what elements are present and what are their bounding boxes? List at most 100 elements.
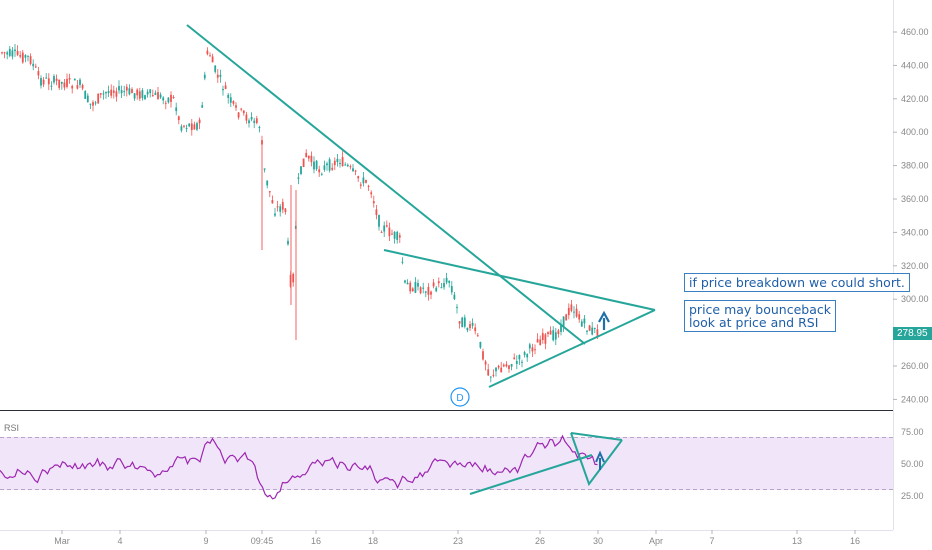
candle (476, 332, 479, 337)
candle (201, 101, 204, 108)
candle (456, 304, 458, 314)
candle (136, 88, 139, 100)
descending-trendline[interactable] (186, 24, 586, 345)
candle (271, 195, 274, 204)
candle (258, 125, 261, 133)
candle (453, 291, 456, 301)
rsi-pane[interactable] (0, 432, 893, 500)
candle (105, 91, 107, 99)
event-marker[interactable]: D (450, 387, 470, 407)
candle (554, 327, 557, 345)
candle (112, 85, 115, 99)
triangle-lower-line[interactable] (488, 309, 656, 388)
candle (250, 112, 253, 122)
candle (575, 304, 578, 318)
price-tick-label: 420.00 (901, 94, 929, 104)
candle (219, 69, 222, 83)
candle (141, 88, 144, 101)
rsi-line[interactable] (0, 434, 598, 500)
rsi-axis[interactable]: 75.00 50.00 25.00 (901, 427, 924, 501)
candle (14, 43, 16, 57)
candle (222, 85, 224, 96)
candle (60, 81, 63, 90)
candle (237, 111, 240, 120)
candle (193, 121, 196, 130)
rsi-wedge-top[interactable] (570, 432, 623, 441)
candle (349, 164, 352, 170)
candle (326, 161, 328, 171)
candle (359, 182, 362, 189)
candle (99, 92, 102, 99)
candle (302, 158, 305, 168)
candle (393, 231, 396, 244)
rsi-tick-label: 50.00 (901, 459, 924, 469)
candle (547, 331, 549, 338)
price-axis[interactable]: 460.00 440.00 420.00 400.00 380.00 360.00 340.… (893, 27, 929, 404)
annotation-breakdown[interactable]: if price breakdown we could short. (684, 273, 910, 292)
candle (482, 348, 484, 361)
annotation-bounce[interactable]: price may bounceback look at price and R… (684, 300, 836, 332)
candle (29, 53, 32, 66)
candle (315, 159, 318, 172)
up-arrow-icon (598, 310, 610, 330)
candle (45, 73, 48, 79)
candle (552, 326, 555, 342)
candle (115, 87, 118, 102)
candle (313, 156, 315, 174)
candle (419, 286, 422, 295)
candle (508, 364, 510, 373)
time-tick-label: Apr (649, 536, 663, 546)
candle (328, 157, 331, 173)
candle (253, 117, 256, 129)
event-marker-circle[interactable] (450, 387, 470, 407)
rsi-trendline[interactable] (469, 454, 593, 495)
candle (560, 319, 562, 336)
rsi-band (0, 437, 893, 490)
candle (268, 191, 271, 198)
price-tick-label: 460.00 (901, 27, 929, 37)
candle (401, 257, 404, 265)
candle (159, 92, 162, 99)
candle (133, 93, 136, 101)
candle (190, 119, 193, 136)
candle (380, 230, 383, 233)
price-tick-label: 380.00 (901, 161, 929, 171)
candlestick-series[interactable] (1, 43, 599, 383)
candle (263, 168, 266, 173)
candle (3, 51, 6, 59)
candle (287, 237, 289, 246)
candle (562, 316, 565, 332)
candle (573, 306, 575, 319)
candle (435, 285, 438, 293)
candle (354, 169, 357, 176)
candle (445, 272, 448, 285)
candle (276, 200, 279, 212)
candle (102, 90, 105, 100)
candle (138, 87, 141, 101)
time-tick-label: 16 (850, 536, 860, 546)
candle (198, 117, 201, 130)
candle (534, 344, 536, 355)
candle (578, 311, 581, 323)
candle (541, 328, 544, 344)
candle (211, 53, 214, 63)
trendline-group[interactable] (186, 24, 656, 388)
price-tick-label: 440.00 (901, 60, 929, 70)
candle (47, 73, 50, 91)
time-axis[interactable]: Mar 4 9 09:45 16 18 23 26 30 Apr 7 13 16 (54, 530, 860, 546)
event-marker-label: D (456, 393, 463, 404)
candle (73, 78, 76, 81)
triangle-upper-line[interactable] (383, 249, 656, 311)
candle (21, 49, 24, 64)
candle (92, 100, 94, 112)
rsi-wedge-lines[interactable] (570, 432, 623, 487)
rsi-tick-label: 75.00 (901, 427, 924, 437)
price-tick-label: 320.00 (901, 261, 929, 271)
candle (523, 350, 526, 358)
candle (502, 363, 505, 368)
candle (528, 342, 531, 354)
time-tick-label: 26 (535, 536, 545, 546)
candle (120, 85, 123, 98)
